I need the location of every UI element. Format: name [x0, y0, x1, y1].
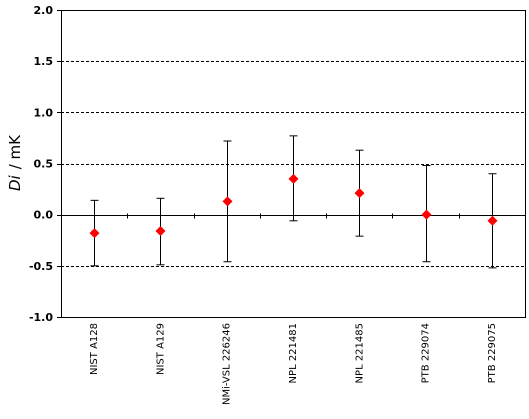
x-tick-labels: NIST A128 NIST A129 NMi-VSL 226246 NPL 2214…: [89, 323, 498, 405]
x-tick-label: NPL 221485: [354, 323, 365, 383]
data-point: [155, 226, 166, 237]
data-point: [222, 196, 233, 207]
data-point: [487, 215, 498, 226]
x-tick-label: PTB 229074: [421, 323, 432, 383]
error-bars: [90, 135, 497, 269]
y-tick-label: 0.0: [34, 209, 54, 222]
data-point: [421, 209, 432, 220]
x-tick-label: PTB 229075: [487, 323, 498, 383]
data-point: [89, 228, 100, 239]
data-point: [354, 188, 365, 199]
data-point: [288, 173, 299, 184]
y-tick-label: 1.5: [34, 55, 54, 68]
x-tick-label: NPL 221481: [288, 323, 299, 383]
x-tick-label: NIST A129: [155, 323, 166, 375]
y-tick-labels: 2.0 1.5 1.0 0.5 0.0 -0.5 -1.0: [29, 4, 53, 324]
y-axis-title: Di / mK: [6, 134, 24, 191]
y-tick-label: 0.5: [34, 158, 54, 171]
y-axis-symbol: Di: [6, 174, 24, 191]
y-tick-label: 2.0: [34, 4, 54, 17]
y-tick-label: 1.0: [34, 106, 54, 119]
y-tick-label: -1.0: [29, 311, 53, 324]
y-axis-unit: / mK: [6, 134, 24, 169]
plot-frame: [61, 10, 526, 318]
y-tick-label: -0.5: [29, 260, 53, 273]
x-tick-label: NIST A128: [89, 323, 100, 375]
data-points: [89, 173, 498, 239]
x-tick-label: NMi-VSL 226246: [222, 323, 233, 405]
